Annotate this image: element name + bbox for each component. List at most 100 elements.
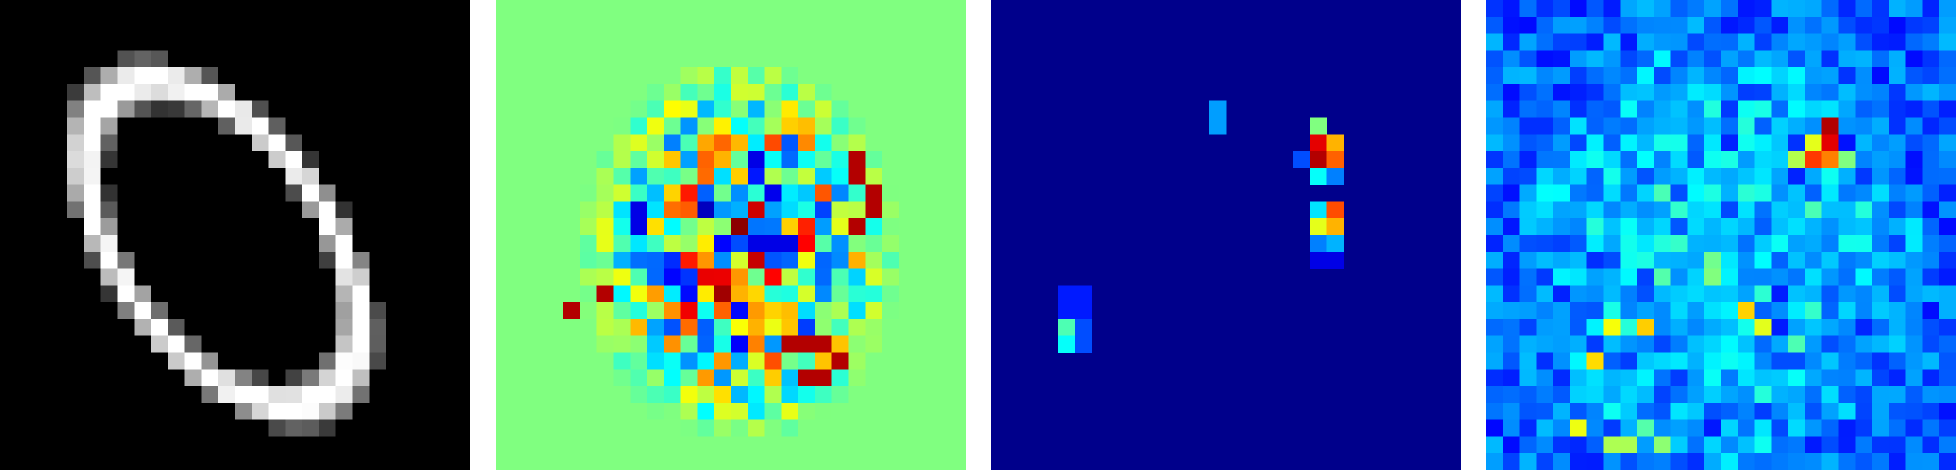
pixel xyxy=(302,100,320,118)
pixel xyxy=(1704,251,1722,269)
pixel xyxy=(932,318,950,337)
pixel xyxy=(1620,33,1638,51)
pixel xyxy=(1569,419,1588,437)
pixel xyxy=(764,268,782,286)
pixel xyxy=(1754,184,1772,202)
pixel xyxy=(117,268,135,286)
pixel xyxy=(167,33,185,51)
pixel xyxy=(596,369,614,387)
pixel xyxy=(714,436,732,454)
pixel xyxy=(1502,50,1520,68)
pixel xyxy=(134,50,152,68)
pixel xyxy=(436,167,454,185)
pixel xyxy=(386,251,404,269)
pixel xyxy=(1486,167,1504,185)
pixel xyxy=(201,453,219,470)
pixel xyxy=(563,335,581,353)
pixel xyxy=(1586,67,1604,85)
pixel xyxy=(1922,419,1940,437)
pixel xyxy=(1939,335,1956,353)
pixel xyxy=(1704,50,1722,68)
pixel xyxy=(1687,335,1705,353)
pixel xyxy=(1721,419,1739,437)
pixel xyxy=(814,67,833,85)
pixel xyxy=(512,402,530,420)
pixel xyxy=(235,0,253,18)
pixel xyxy=(16,352,34,370)
pixel xyxy=(731,0,749,18)
pixel xyxy=(1620,335,1638,353)
pixel xyxy=(1502,235,1520,253)
pixel xyxy=(1553,318,1571,337)
pixel xyxy=(1737,369,1755,387)
pixel xyxy=(630,402,648,420)
pixel xyxy=(1309,151,1328,169)
pixel xyxy=(865,67,883,85)
pixel xyxy=(251,100,269,118)
pixel xyxy=(882,352,900,370)
pixel xyxy=(764,218,782,236)
pixel xyxy=(83,16,102,34)
pixel xyxy=(731,419,749,437)
pixel xyxy=(1687,268,1705,286)
pixel xyxy=(563,419,581,437)
pixel xyxy=(747,268,765,286)
pixel xyxy=(318,16,337,34)
pixel xyxy=(1922,386,1940,404)
pixel xyxy=(1888,285,1906,303)
pixel xyxy=(496,352,514,370)
pixel xyxy=(1553,83,1571,102)
pixel xyxy=(201,318,219,337)
pixel xyxy=(100,386,118,404)
pixel xyxy=(167,67,185,85)
pixel xyxy=(529,369,547,387)
pixel xyxy=(680,167,698,185)
pixel xyxy=(184,453,202,470)
pixel xyxy=(680,16,698,34)
pixel xyxy=(613,235,631,253)
pixel xyxy=(1603,268,1621,286)
pixel xyxy=(251,83,269,102)
pixel xyxy=(1771,50,1789,68)
pixel xyxy=(1687,16,1705,34)
pixel xyxy=(1905,167,1923,185)
pixel xyxy=(1905,285,1923,303)
pixel xyxy=(1939,201,1956,219)
pixel xyxy=(151,83,169,102)
pixel xyxy=(151,67,169,85)
pixel xyxy=(1754,302,1772,320)
pixel xyxy=(1838,134,1856,152)
pixel xyxy=(949,50,966,68)
pixel xyxy=(352,151,370,169)
pixel xyxy=(731,100,749,118)
pixel xyxy=(335,16,353,34)
pixel xyxy=(369,134,387,152)
pixel xyxy=(831,285,849,303)
pixel xyxy=(1704,67,1722,85)
pixel xyxy=(50,16,68,34)
pixel xyxy=(1502,318,1520,337)
pixel xyxy=(1637,134,1655,152)
pixel xyxy=(1704,33,1722,51)
pixel xyxy=(915,453,933,470)
pixel xyxy=(1637,268,1655,286)
pixel xyxy=(949,134,966,152)
pixel xyxy=(1670,302,1688,320)
pixel xyxy=(714,218,732,236)
pixel xyxy=(1872,453,1890,470)
pixel xyxy=(83,369,102,387)
pixel xyxy=(865,318,883,337)
pixel xyxy=(335,436,353,454)
pixel xyxy=(1586,369,1604,387)
pixel xyxy=(1620,184,1638,202)
pixel xyxy=(898,100,916,118)
pixel xyxy=(596,167,614,185)
pixel xyxy=(1670,83,1688,102)
pixel xyxy=(352,251,370,269)
pixel xyxy=(251,352,269,370)
pixel xyxy=(613,352,631,370)
pixel xyxy=(1754,0,1772,18)
pixel xyxy=(386,386,404,404)
pixel xyxy=(814,50,833,68)
pixel xyxy=(251,386,269,404)
